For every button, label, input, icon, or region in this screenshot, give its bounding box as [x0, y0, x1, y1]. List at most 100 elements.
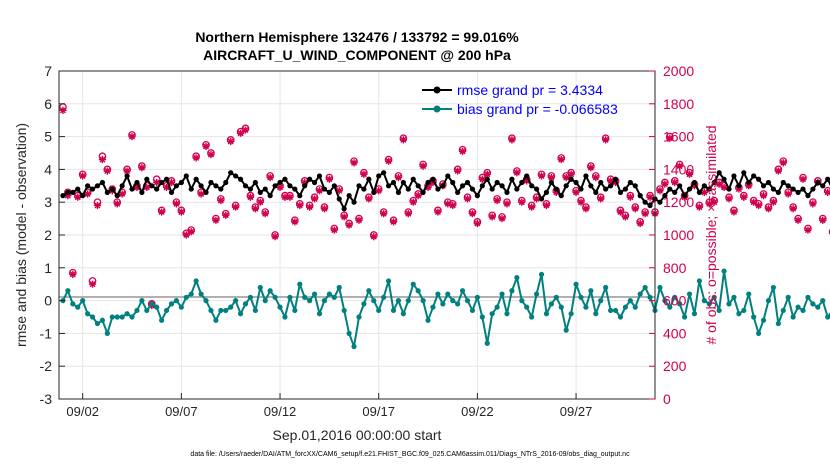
obs-assimilated-marker: [162, 183, 171, 192]
bias-point: [183, 294, 189, 300]
obs-assimilated-marker: [103, 167, 111, 175]
rmse-point: [193, 176, 199, 182]
obs-assimilated-marker: [454, 167, 462, 175]
obs-assimilated-marker: [518, 198, 526, 206]
rmse-point: [721, 176, 727, 182]
rmse-point: [736, 183, 742, 189]
rmse-point: [440, 183, 446, 189]
rmse-point: [612, 176, 619, 182]
bias-point: [622, 304, 628, 310]
rmse-point: [696, 189, 703, 195]
bias-point: [504, 311, 510, 317]
rmse-point: [331, 183, 337, 189]
rmse-point: [247, 186, 254, 192]
bias-point: [366, 288, 372, 294]
obs-assimilated-marker: [695, 203, 704, 211]
y-left-tick-label: 7: [44, 63, 52, 79]
rmse-point: [237, 176, 244, 182]
bias-point: [662, 298, 668, 304]
bias-point: [770, 284, 777, 291]
y-right-tick-label: 200: [663, 358, 687, 374]
obs-assimilated-marker: [740, 193, 748, 201]
rmse-point: [366, 176, 372, 182]
rmse-point: [213, 183, 219, 189]
obs-assimilated-marker: [587, 164, 595, 172]
rmse-point: [321, 186, 328, 192]
rmse-point: [820, 183, 826, 189]
bias-point: [529, 314, 535, 320]
x-tick-label: 09/27: [560, 404, 593, 419]
bias-point: [282, 314, 288, 320]
obs-assimilated-marker: [74, 193, 82, 201]
rmse-point: [395, 189, 402, 195]
obs-assimilated-marker: [113, 200, 121, 208]
bias-point: [691, 311, 698, 317]
obs-assimilated-marker: [750, 198, 758, 206]
bias-point: [85, 311, 91, 317]
bias-point: [109, 314, 115, 320]
obs-assimilated-marker: [789, 205, 797, 213]
obs-assimilated-marker: [824, 188, 830, 196]
bias-point: [538, 271, 545, 277]
y-right-tick-label: 0: [663, 391, 671, 407]
rmse-point: [533, 186, 540, 192]
bias-point: [168, 301, 175, 307]
bias-point: [583, 304, 589, 310]
obs-assimilated-marker: [306, 203, 314, 211]
obs-assimilated-marker: [197, 190, 205, 198]
rmse-point: [484, 176, 490, 182]
bias-point: [247, 294, 254, 300]
y-left-tick-label: 3: [44, 194, 52, 210]
obs-assimilated-marker: [552, 188, 560, 196]
rmse-point: [159, 179, 165, 186]
bias-point: [361, 301, 367, 307]
rmse-point: [292, 186, 298, 192]
bias-point: [331, 294, 337, 300]
obs-assimilated-marker: [537, 172, 546, 180]
obs-assimilated-marker: [389, 218, 398, 226]
obs-assimilated-marker: [572, 188, 580, 196]
bias-point: [203, 298, 209, 304]
bias-point: [667, 304, 673, 310]
rmse-point: [756, 176, 762, 182]
y-left-tick-label: 4: [44, 161, 52, 177]
rmse-point: [119, 183, 125, 189]
obs-assimilated-marker: [759, 192, 768, 200]
bias-point: [558, 304, 564, 310]
y-right-tick-label: 1200: [663, 194, 694, 210]
obs-assimilated-marker: [350, 159, 358, 167]
rmse-point: [302, 183, 308, 189]
rmse-point: [657, 199, 663, 205]
rmse-point: [790, 186, 796, 192]
rmse-point: [543, 189, 550, 195]
bias-point: [415, 288, 421, 294]
y-axis-label-left: rmse and bias (model - observation): [13, 123, 29, 347]
y-right-tick-label: 1800: [663, 96, 694, 112]
bias-point: [302, 294, 308, 300]
bias-point: [277, 304, 283, 310]
rmse-point: [751, 173, 757, 179]
bias-point: [706, 301, 712, 307]
obs-assimilated-marker: [380, 210, 388, 218]
obs-assimilated-marker: [414, 192, 422, 200]
legend-rmse-label: rmse grand pr = 3.4334: [457, 82, 603, 98]
rmse-point: [825, 176, 830, 182]
obs-assimilated-marker: [547, 174, 555, 182]
bias-point: [70, 301, 76, 307]
bias-point: [129, 314, 135, 320]
x-tick-label: 09/12: [264, 404, 297, 419]
rmse-point: [65, 189, 71, 195]
obs-assimilated-marker: [227, 137, 235, 146]
obs-assimilated-marker: [212, 216, 220, 224]
obs-assimilated-marker: [123, 167, 131, 175]
bias-point: [351, 343, 357, 350]
bias-point: [450, 298, 456, 304]
rmse-point: [459, 183, 466, 189]
rmse-point: [607, 183, 614, 189]
bias-point: [154, 304, 160, 310]
rmse-point: [622, 186, 628, 192]
rmse-point: [104, 189, 110, 195]
bias-point: [119, 314, 125, 320]
rmse-point: [593, 189, 599, 195]
bias-point: [420, 298, 426, 304]
